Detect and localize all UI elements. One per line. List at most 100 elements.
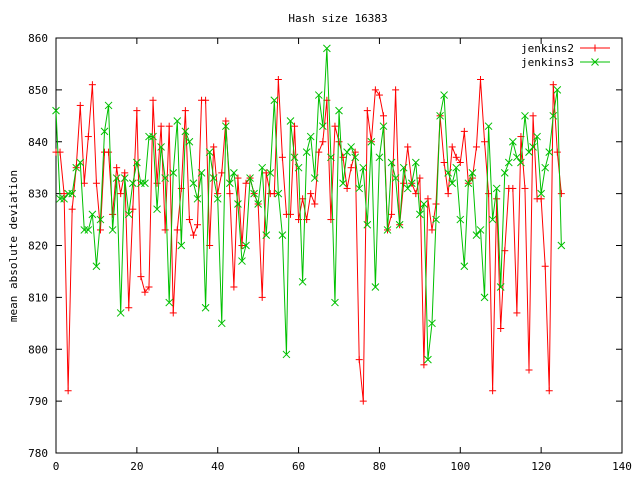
- data-point-jenkins3: [537, 189, 545, 198]
- data-point-jenkins3: [331, 298, 339, 307]
- data-point-jenkins2: [549, 81, 557, 89]
- data-point-jenkins3: [387, 158, 396, 167]
- data-point-jenkins2: [521, 184, 529, 192]
- data-point-jenkins2: [145, 283, 153, 291]
- data-point-jenkins3: [274, 189, 283, 198]
- plot-frame: [55, 37, 623, 454]
- data-point-jenkins2: [210, 143, 218, 151]
- data-point-jenkins3: [508, 137, 517, 146]
- data-point-jenkins3: [351, 153, 360, 162]
- legend-label-jenkins3: jenkins3: [521, 56, 574, 69]
- data-point-jenkins2: [270, 190, 278, 198]
- data-point-jenkins2: [335, 138, 343, 146]
- data-point-jenkins2: [121, 169, 129, 177]
- data-point-jenkins2: [456, 159, 464, 166]
- data-point-jenkins2: [477, 76, 484, 83]
- data-point-jenkins3: [472, 231, 481, 239]
- y-tick-label: 810: [28, 291, 48, 304]
- data-point-jenkins2: [84, 133, 92, 141]
- data-point-jenkins2: [291, 122, 299, 130]
- data-point-jenkins3: [323, 44, 331, 53]
- data-point-jenkins3: [339, 179, 347, 188]
- data-point-jenkins3: [343, 148, 351, 156]
- data-point-jenkins3: [460, 262, 469, 271]
- data-point-jenkins3: [314, 91, 323, 99]
- data-point-jenkins2: [339, 153, 347, 161]
- data-point-jenkins2: [105, 148, 113, 156]
- data-point-jenkins3: [238, 257, 246, 265]
- data-point-jenkins3: [371, 283, 380, 291]
- x-axis-ticks: 0 20 40 60 80 100 120 140: [53, 38, 632, 473]
- data-point-jenkins2: [295, 216, 303, 224]
- data-point-jenkins2: [541, 262, 549, 270]
- data-point-jenkins3: [444, 169, 453, 177]
- data-point-jenkins2: [96, 226, 104, 234]
- data-point-jenkins3: [298, 277, 307, 286]
- data-point-jenkins3: [448, 179, 457, 188]
- data-point-jenkins3: [68, 189, 77, 198]
- data-point-jenkins2: [545, 387, 553, 395]
- data-point-jenkins2: [88, 81, 96, 89]
- data-point-jenkins3: [553, 86, 562, 94]
- data-point-jenkins2: [307, 190, 315, 198]
- data-point-jenkins3: [165, 298, 174, 307]
- data-point-jenkins2: [432, 200, 440, 208]
- data-point-jenkins3: [112, 174, 121, 182]
- data-point-jenkins3: [383, 226, 392, 234]
- data-point-jenkins2: [125, 304, 133, 312]
- data-point-jenkins3: [411, 158, 420, 167]
- data-point-jenkins2: [472, 143, 480, 151]
- data-point-jenkins2: [169, 309, 177, 317]
- x-tick-label: 40: [211, 460, 224, 473]
- data-point-jenkins3: [355, 184, 364, 193]
- data-point-jenkins3: [476, 226, 485, 234]
- data-point-jenkins2: [440, 159, 448, 166]
- data-point-jenkins2: [214, 190, 222, 198]
- y-tick-label: 790: [28, 395, 48, 408]
- legend-marker-jenkins2: [591, 44, 599, 52]
- data-point-jenkins3: [432, 215, 440, 224]
- data-point-jenkins2: [355, 356, 363, 364]
- data-point-jenkins3: [407, 179, 416, 188]
- data-point-jenkins2: [460, 127, 468, 135]
- data-point-jenkins3: [124, 210, 133, 219]
- data-point-jenkins2: [420, 361, 428, 369]
- data-point-jenkins3: [197, 169, 206, 177]
- data-point-jenkins3: [173, 117, 182, 125]
- data-point-jenkins3: [246, 174, 254, 182]
- data-point-jenkins3: [242, 241, 250, 250]
- data-point-jenkins3: [306, 132, 315, 141]
- series-jenkins3: [52, 44, 566, 364]
- y-tick-label: 780: [28, 447, 48, 460]
- data-point-jenkins3: [492, 184, 501, 193]
- y-tick-label: 850: [28, 84, 48, 97]
- data-point-jenkins2: [347, 164, 355, 172]
- data-point-jenkins3: [517, 158, 525, 167]
- data-point-jenkins3: [436, 111, 444, 120]
- data-point-jenkins3: [72, 163, 81, 172]
- data-point-jenkins3: [521, 111, 529, 120]
- x-tick-label: 140: [612, 460, 632, 473]
- data-point-jenkins3: [294, 163, 303, 172]
- data-point-jenkins3: [347, 143, 355, 151]
- data-point-jenkins2: [153, 179, 161, 187]
- data-point-jenkins3: [278, 231, 287, 239]
- y-tick-label: 840: [28, 136, 48, 149]
- data-point-jenkins3: [88, 210, 97, 219]
- data-point-jenkins3: [133, 158, 141, 167]
- data-point-jenkins3: [545, 148, 554, 156]
- data-point-jenkins3: [254, 200, 262, 208]
- data-point-jenkins3: [286, 117, 295, 125]
- data-point-jenkins2: [497, 325, 505, 332]
- data-point-jenkins3: [484, 122, 493, 131]
- data-point-jenkins2: [375, 91, 383, 99]
- data-point-jenkins3: [424, 355, 432, 364]
- data-point-jenkins3: [335, 106, 343, 115]
- data-point-jenkins3: [367, 137, 376, 146]
- data-point-jenkins3: [193, 194, 202, 203]
- data-point-jenkins3: [100, 127, 109, 136]
- data-point-jenkins3: [76, 158, 85, 167]
- data-point-jenkins2: [137, 273, 145, 281]
- data-point-jenkins2: [537, 195, 545, 203]
